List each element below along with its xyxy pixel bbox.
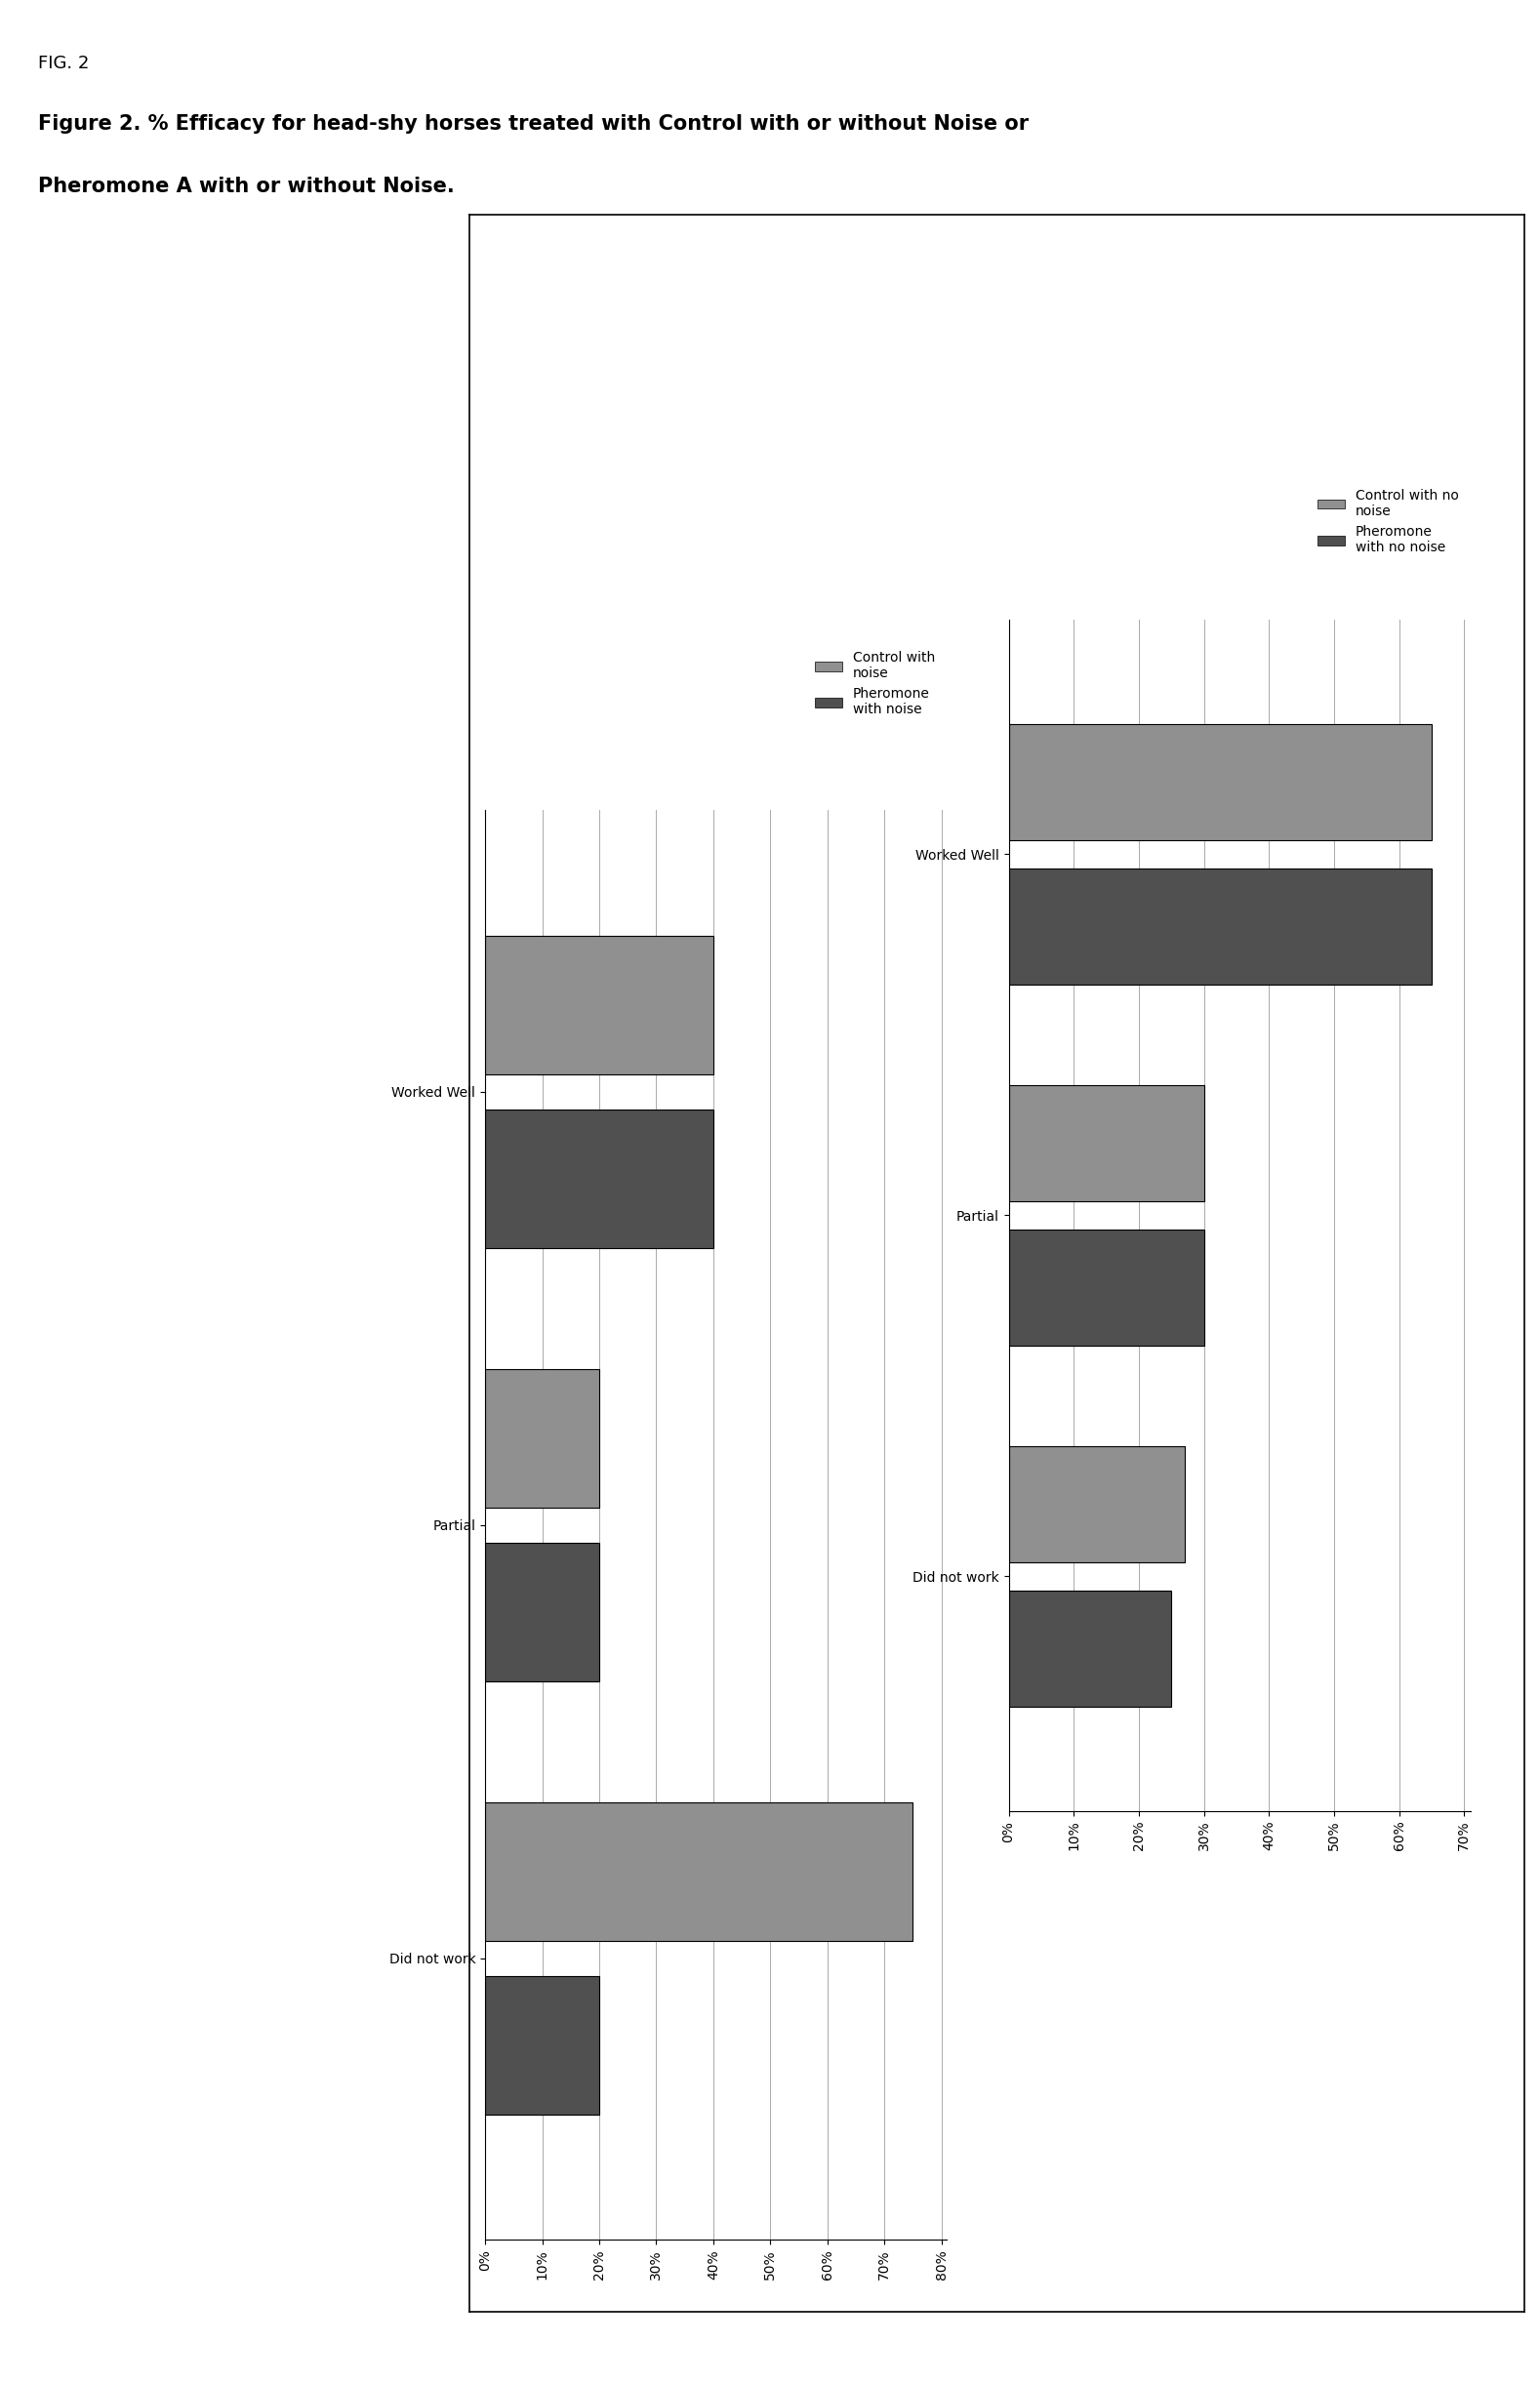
Legend: Control with no
noise, Pheromone
with no noise: Control with no noise, Pheromone with no…	[1312, 484, 1465, 560]
Bar	[485, 1370, 599, 1508]
Text: Figure 2. % Efficacy for head-shy horses treated with Control with or without No: Figure 2. % Efficacy for head-shy horses…	[38, 114, 1029, 133]
Bar	[485, 1108, 713, 1249]
Bar	[485, 1542, 599, 1680]
Bar	[485, 937, 713, 1075]
Bar	[485, 1802, 913, 1942]
Bar	[485, 1976, 599, 2114]
Bar	[1009, 1084, 1204, 1201]
Text: Pheromone A with or without Noise.: Pheromone A with or without Noise.	[38, 176, 454, 195]
Text: FIG. 2: FIG. 2	[38, 55, 89, 71]
Bar	[1009, 1230, 1204, 1346]
Bar	[1009, 1446, 1184, 1561]
Bar	[1009, 870, 1432, 984]
Bar	[1009, 1592, 1172, 1706]
Legend: Control with
noise, Pheromone
with noise: Control with noise, Pheromone with noise	[810, 646, 941, 722]
Bar	[1009, 724, 1432, 839]
